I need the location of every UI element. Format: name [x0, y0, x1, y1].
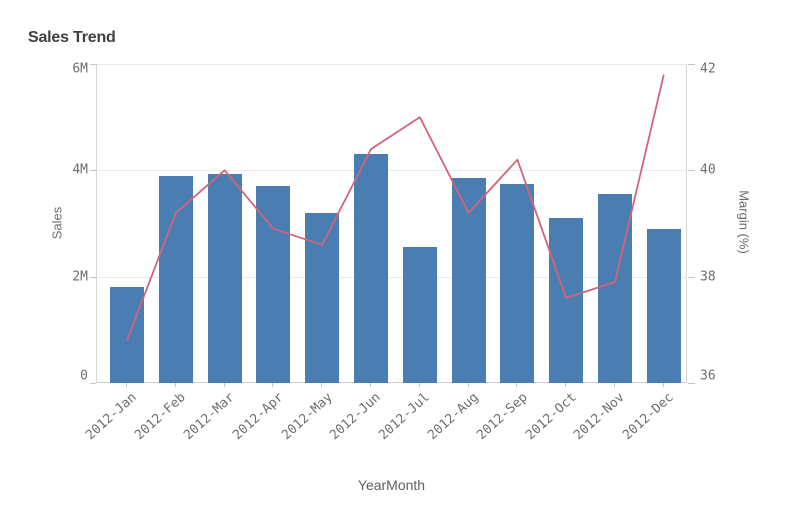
tick-mark-right [688, 64, 695, 65]
x-tick-mark [516, 383, 517, 387]
y-axis-title-left: Sales [49, 206, 65, 240]
y-axis-tick-label-left: 2M [72, 269, 88, 285]
y-axis-tick-label-right: 36 [700, 368, 716, 384]
x-tick-mark [614, 383, 615, 387]
x-tick-mark [419, 383, 420, 387]
sales-bar[interactable] [647, 228, 681, 383]
sales-bar[interactable] [500, 183, 534, 383]
x-tick-mark [175, 383, 176, 387]
gridline [97, 170, 686, 171]
x-axis-tick-label: 2012-Apr [229, 390, 287, 444]
x-axis-tick-label: 2012-Mar [181, 390, 238, 444]
y-axis-tick-label-left: 6M [72, 61, 88, 77]
x-axis-tick-label: 2012-Feb [132, 390, 189, 444]
y-axis-tick-label-left: 0 [80, 368, 88, 384]
tick-mark-left [90, 64, 96, 65]
tick-mark-right [688, 383, 695, 384]
y-axis-tick-label-right: 40 [700, 162, 716, 178]
x-tick-mark [663, 383, 664, 387]
y-axis-tick-label-right: 42 [700, 61, 716, 77]
tick-mark-left [90, 170, 96, 171]
sales-bar[interactable] [305, 212, 339, 383]
sales-bar[interactable] [159, 175, 193, 383]
x-tick-mark [468, 383, 469, 387]
sales-bar[interactable] [354, 154, 388, 383]
tick-mark-right [688, 277, 695, 278]
y-axis-tick-label-right: 38 [700, 269, 716, 285]
x-tick-mark [321, 383, 322, 387]
sales-bar[interactable] [208, 174, 242, 383]
x-axis-tick-label: 2012-Nov [571, 390, 629, 444]
x-axis-tick-label: 2012-Aug [425, 390, 482, 444]
x-axis-tick-label: 2012-Sep [473, 390, 531, 444]
y-axis-tick-label-left: 4M [72, 162, 88, 178]
x-tick-mark [370, 383, 371, 387]
sales-bar[interactable] [549, 218, 583, 383]
sales-bar[interactable] [110, 287, 144, 383]
sales-bar[interactable] [598, 194, 632, 383]
tick-mark-right [688, 170, 695, 171]
chart-title: Sales Trend [28, 29, 116, 46]
sales-bar[interactable] [256, 186, 290, 383]
x-axis-tick-label: 2012-Jun [327, 390, 385, 444]
x-tick-mark [126, 383, 127, 387]
x-axis-line [97, 382, 686, 383]
sales-bar[interactable] [452, 178, 486, 383]
x-axis-tick-label: 2012-Dec [620, 390, 677, 444]
x-axis-tick-label: 2012-Jan [83, 390, 141, 444]
x-axis-tick-label: 2012-May [278, 390, 336, 444]
y-axis-title-right: Margin (%) [736, 190, 752, 254]
x-axis-tick-label: 2012-Jul [376, 390, 433, 444]
gridline [97, 64, 686, 65]
x-tick-mark [565, 383, 566, 387]
x-axis-tick-label: 2012-Oct [522, 390, 580, 444]
tick-mark-left [90, 383, 96, 384]
sales-bar[interactable] [403, 247, 437, 383]
x-tick-mark [224, 383, 225, 387]
x-axis-title: YearMonth [357, 477, 426, 493]
tick-mark-left [90, 277, 96, 278]
plot-area[interactable] [96, 64, 687, 383]
x-tick-mark [272, 383, 273, 387]
